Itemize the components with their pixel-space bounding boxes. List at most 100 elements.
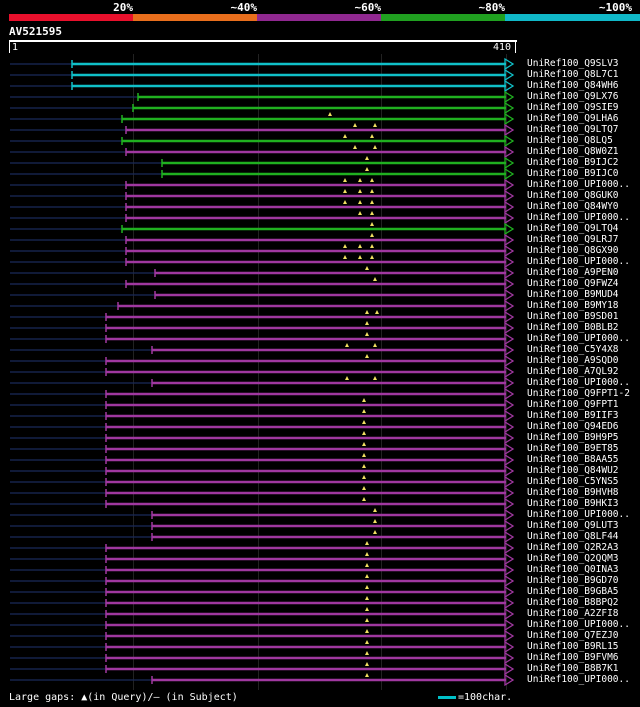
- hit-name[interactable]: UniRef100_Q9SIE9: [527, 102, 619, 113]
- query-gap-mark: [353, 123, 357, 127]
- identity-color-legend: 20% ~40% ~60% ~80% ~100%: [9, 0, 640, 21]
- hit-row: [10, 365, 515, 379]
- hit-name[interactable]: UniRef100_Q84WH6: [527, 80, 619, 91]
- hit-name[interactable]: UniRef100_B8B7K1: [527, 663, 619, 674]
- hit-name[interactable]: UniRef100_A2ZFI8: [527, 608, 619, 619]
- hit-row: [10, 343, 515, 357]
- hit-name[interactable]: UniRef100_Q9LHA6: [527, 113, 619, 124]
- hit-name[interactable]: UniRef100_UPI000..: [527, 377, 630, 388]
- hit-row: [10, 321, 515, 335]
- query-gap-mark: [365, 596, 369, 600]
- hit-arrow-head: [504, 409, 515, 423]
- hit-name[interactable]: UniRef100_B9SD01: [527, 311, 619, 322]
- hit-name[interactable]: UniRef100_B0BLB2: [527, 322, 619, 333]
- hit-name[interactable]: UniRef100_B9RL15: [527, 641, 619, 652]
- hit-name[interactable]: UniRef100_Q9LTQ4: [527, 223, 619, 234]
- hit-name[interactable]: UniRef100_B9H9P5: [527, 432, 619, 443]
- hit-name[interactable]: UniRef100_Q8L7C1: [527, 69, 619, 80]
- hit-arrow-head: [504, 156, 515, 170]
- hit-name[interactable]: UniRef100_Q9SLV3: [527, 58, 619, 69]
- hit-arrow-head: [504, 255, 515, 269]
- query-gap-mark: [365, 321, 369, 325]
- hit-name[interactable]: UniRef100_Q8LQ5: [527, 135, 613, 146]
- hit-name[interactable]: UniRef100_Q8W0Z1: [527, 146, 619, 157]
- hit-name[interactable]: UniRef100_Q8LF44: [527, 531, 619, 542]
- hit-row: [10, 255, 515, 269]
- hit-name[interactable]: UniRef100_Q9LTQ7: [527, 124, 619, 135]
- hit-name[interactable]: UniRef100_UPI000..: [527, 619, 630, 630]
- query-gap-mark: [362, 453, 366, 457]
- hit-row: [10, 662, 515, 676]
- hit-name[interactable]: UniRef100_B9IJC2: [527, 157, 619, 168]
- hit-name[interactable]: UniRef100_Q9LX76: [527, 91, 619, 102]
- hit-name[interactable]: UniRef100_Q9LUT3: [527, 520, 619, 531]
- hit-arrow-head: [504, 563, 515, 577]
- hit-name[interactable]: UniRef100_Q2QQM3: [527, 553, 619, 564]
- query-gap-mark: [345, 376, 349, 380]
- hit-arrow-head: [504, 90, 515, 104]
- hit-name[interactable]: UniRef100_B9GD70: [527, 575, 619, 586]
- hit-name[interactable]: UniRef100_C5YNS5: [527, 476, 619, 487]
- hit-name[interactable]: UniRef100_A9SQD0: [527, 355, 619, 366]
- query-gap-mark: [370, 211, 374, 215]
- query-gap-mark: [365, 266, 369, 270]
- hit-row: [10, 596, 515, 610]
- hit-arrow-head: [504, 607, 515, 621]
- hit-name[interactable]: UniRef100_C5Y4X8: [527, 344, 619, 355]
- hit-name[interactable]: UniRef100_Q7EZJ0: [527, 630, 619, 641]
- hit-name[interactable]: UniRef100_Q0INA3: [527, 564, 619, 575]
- hit-name[interactable]: UniRef100_B9MY18: [527, 300, 619, 311]
- hit-name[interactable]: UniRef100_UPI000..: [527, 333, 630, 344]
- hit-name[interactable]: UniRef100_Q8GUK0: [527, 190, 619, 201]
- query-gap-mark: [370, 255, 374, 259]
- hit-name[interactable]: UniRef100_Q8GX90: [527, 245, 619, 256]
- hit-name[interactable]: UniRef100_Q9FWZ4: [527, 278, 619, 289]
- query-gap-mark: [365, 651, 369, 655]
- hit-name[interactable]: UniRef100_B9GBA5: [527, 586, 619, 597]
- hit-name[interactable]: UniRef100_B9ET85: [527, 443, 619, 454]
- hit-row: [10, 167, 515, 181]
- query-gap-mark: [365, 629, 369, 633]
- hit-name[interactable]: UniRef100_B9MUD4: [527, 289, 619, 300]
- hit-name[interactable]: UniRef100_A7QL92: [527, 366, 619, 377]
- hit-name[interactable]: UniRef100_UPI000..: [527, 509, 630, 520]
- hit-row: [10, 629, 515, 643]
- hit-name[interactable]: UniRef100_Q9LRJ7: [527, 234, 619, 245]
- hit-name[interactable]: UniRef100_UPI000..: [527, 212, 630, 223]
- hit-name[interactable]: UniRef100_B9FVM6: [527, 652, 619, 663]
- hit-arrow-head: [504, 112, 515, 126]
- hit-name[interactable]: UniRef100_Q84WY0: [527, 201, 619, 212]
- hit-name[interactable]: UniRef100_UPI000..: [527, 179, 630, 190]
- hit-row: [10, 673, 515, 687]
- hit-arrow-head: [504, 321, 515, 335]
- hit-name[interactable]: UniRef100_Q9FPT1: [527, 399, 619, 410]
- hit-name[interactable]: UniRef100_Q9FPT1-2: [527, 388, 630, 399]
- query-gap-mark: [365, 640, 369, 644]
- hit-name[interactable]: UniRef100_B8AA55: [527, 454, 619, 465]
- hit-row: [10, 420, 515, 434]
- hit-name[interactable]: UniRef100_Q84WU2: [527, 465, 619, 476]
- query-gap-mark: [362, 486, 366, 490]
- hit-name[interactable]: UniRef100_UPI000..: [527, 674, 630, 685]
- hit-name[interactable]: UniRef100_A9PEN0: [527, 267, 619, 278]
- hit-name[interactable]: UniRef100_UPI000..: [527, 256, 630, 267]
- hit-row: [10, 541, 515, 555]
- hit-name[interactable]: UniRef100_B9IJC0: [527, 168, 619, 179]
- query-gap-mark: [358, 255, 362, 259]
- hit-row: [10, 651, 515, 665]
- legend-segment: [505, 14, 640, 21]
- hit-arrow-head: [504, 123, 515, 137]
- gridline: [506, 54, 507, 690]
- hit-name[interactable]: UniRef100_B9IIF3: [527, 410, 619, 421]
- hit-name[interactable]: UniRef100_B9HVH8: [527, 487, 619, 498]
- ruler-start-tick: [9, 42, 10, 53]
- hit-name[interactable]: UniRef100_B9HKI3: [527, 498, 619, 509]
- hit-arrow-head: [504, 288, 515, 302]
- hit-name[interactable]: UniRef100_Q94ED6: [527, 421, 619, 432]
- hit-row: [10, 398, 515, 412]
- ruler-line: [9, 40, 517, 42]
- hit-name[interactable]: UniRef100_Q2R2A3: [527, 542, 619, 553]
- hit-arrow-head: [504, 189, 515, 203]
- hit-arrow-head: [504, 266, 515, 280]
- hit-name[interactable]: UniRef100_B8BPQ2: [527, 597, 619, 608]
